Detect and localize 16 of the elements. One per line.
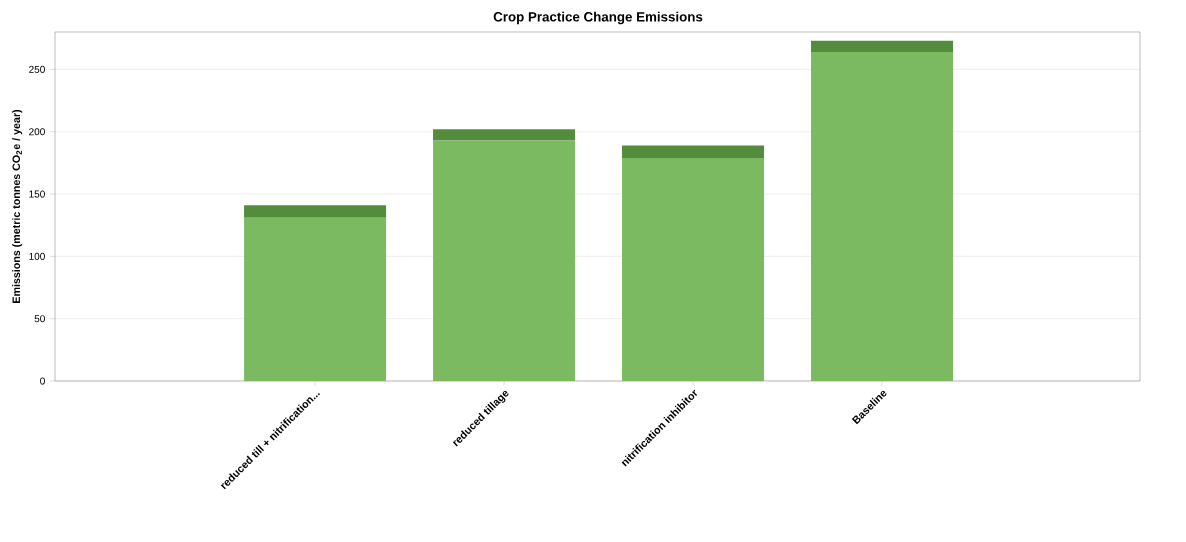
bar [622,157,765,381]
bar [811,51,954,381]
bar [244,205,387,218]
y-tick-label: 0 [40,377,45,385]
bar [433,140,576,381]
y-tick-label: 250 [29,65,45,73]
y-tick-label: 50 [34,315,45,323]
bar [811,40,954,52]
bar [244,217,387,381]
y-axis-title: Emissions (metric tonnes CO$_{2}$e / year) [12,109,23,303]
bar [433,129,576,141]
y-tick-label: 200 [29,128,45,136]
y-tick-label: 150 [29,190,45,198]
y-tick-label: 100 [29,252,45,260]
bar [622,145,765,158]
chart-title: Crop Practice Change Emissions [493,11,703,25]
